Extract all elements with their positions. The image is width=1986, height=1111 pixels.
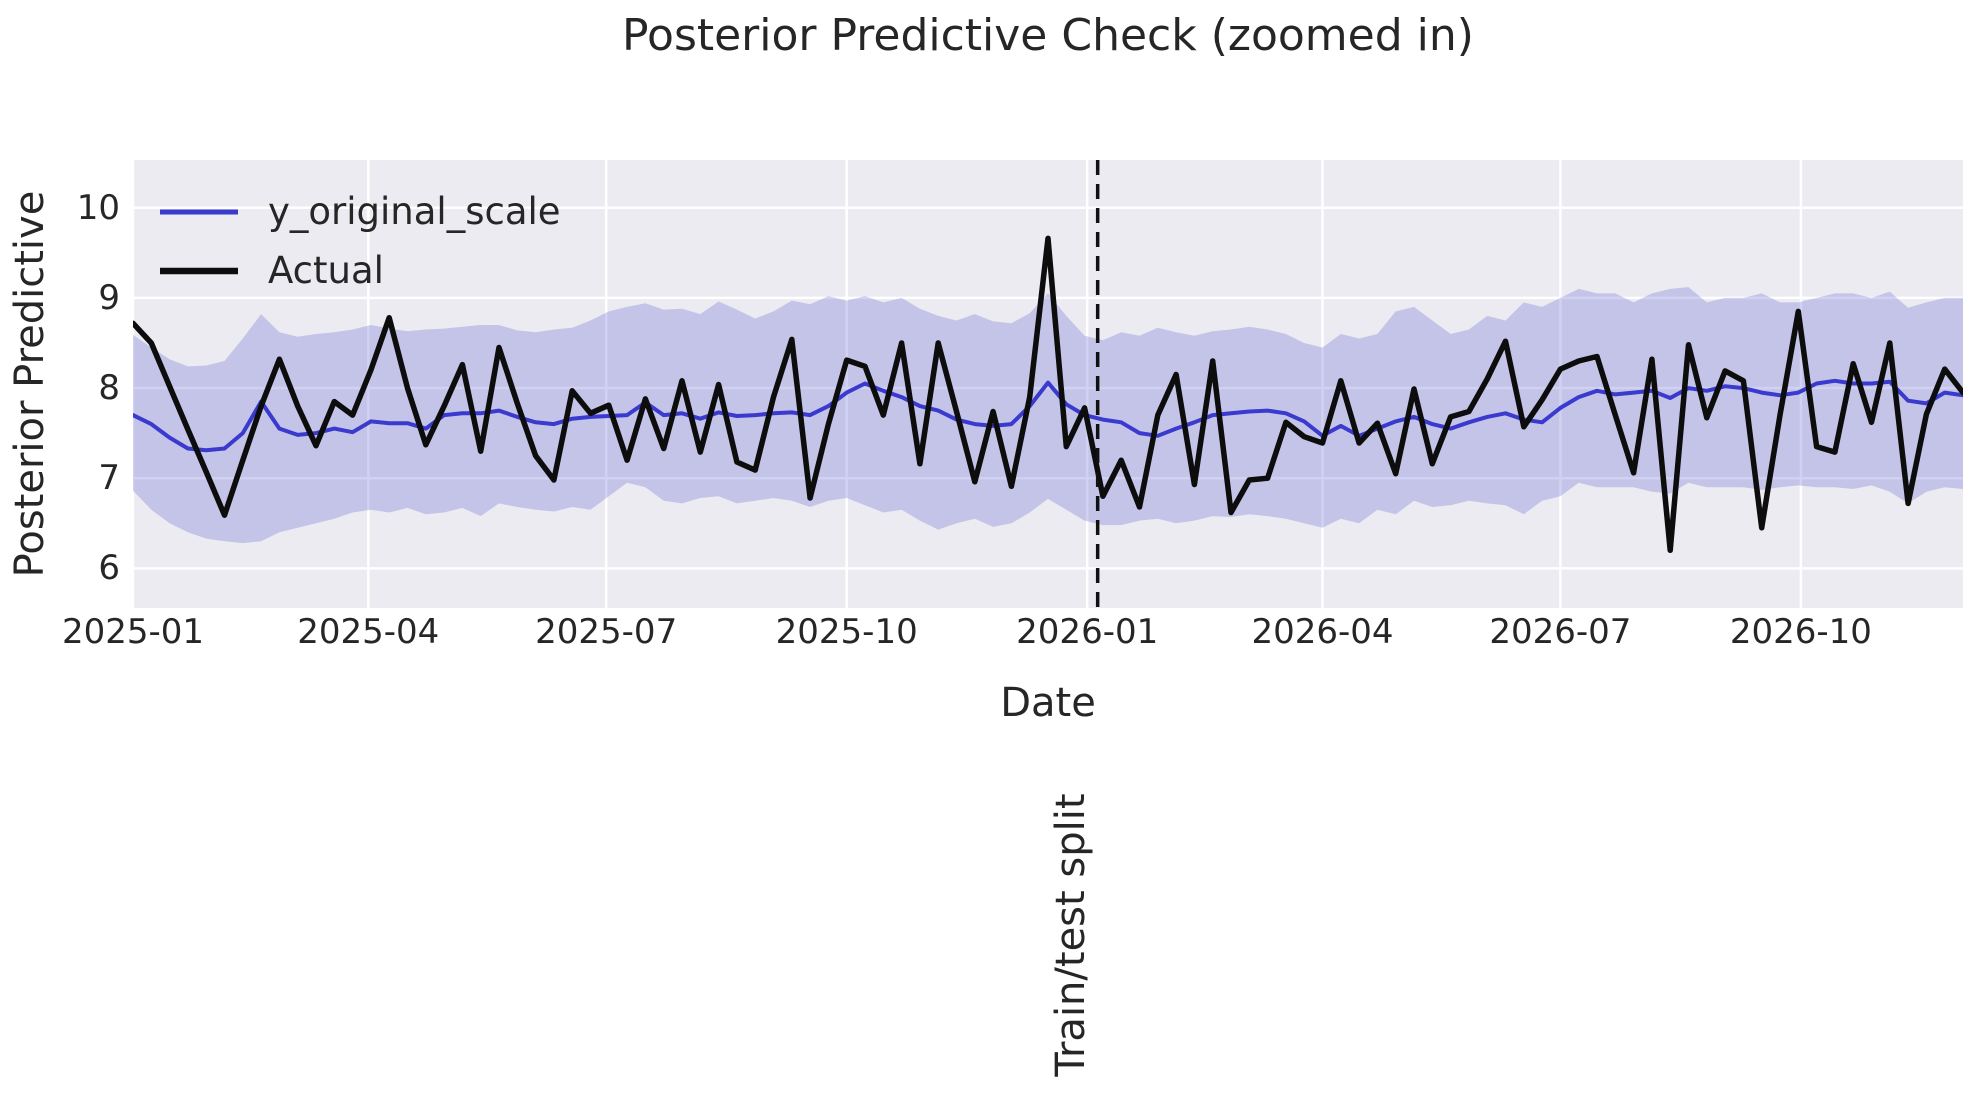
mean-line-sample-icon <box>160 209 238 214</box>
x-tick-label: 2026-10 <box>1729 612 1872 652</box>
y-tick-label: 6 <box>98 548 120 589</box>
x-tick-label: 2025-01 <box>61 612 205 652</box>
chart-title: Posterior Predictive Check (zoomed in) <box>622 10 1474 61</box>
legend: y_original_scale Actual <box>160 182 561 300</box>
actual-line-sample-icon <box>160 267 238 274</box>
legend-label-mean: y_original_scale <box>268 190 561 233</box>
x-tick-label: 2026-01 <box>1016 612 1159 652</box>
legend-label-actual: Actual <box>268 249 384 292</box>
x-tick-label: 2026-04 <box>1251 612 1394 652</box>
plot-area <box>133 160 1963 608</box>
legend-item-actual: Actual <box>160 241 561 300</box>
x-tick-label: 2025-07 <box>535 612 678 652</box>
x-tick-label: 2025-10 <box>775 612 918 652</box>
actual-line <box>133 235 1963 554</box>
x-tick-label: 2026-07 <box>1489 612 1632 652</box>
split-annotation: Train/test split <box>1048 793 1094 1077</box>
y-tick-label: 8 <box>98 368 120 409</box>
y-tick-label: 10 <box>76 187 120 228</box>
legend-item-mean: y_original_scale <box>160 182 561 241</box>
x-axis-label: Date <box>1000 680 1096 726</box>
y-tick-label: 7 <box>98 458 120 499</box>
x-tick-label: 2025-04 <box>297 612 440 652</box>
y-tick-label: 9 <box>98 277 120 318</box>
